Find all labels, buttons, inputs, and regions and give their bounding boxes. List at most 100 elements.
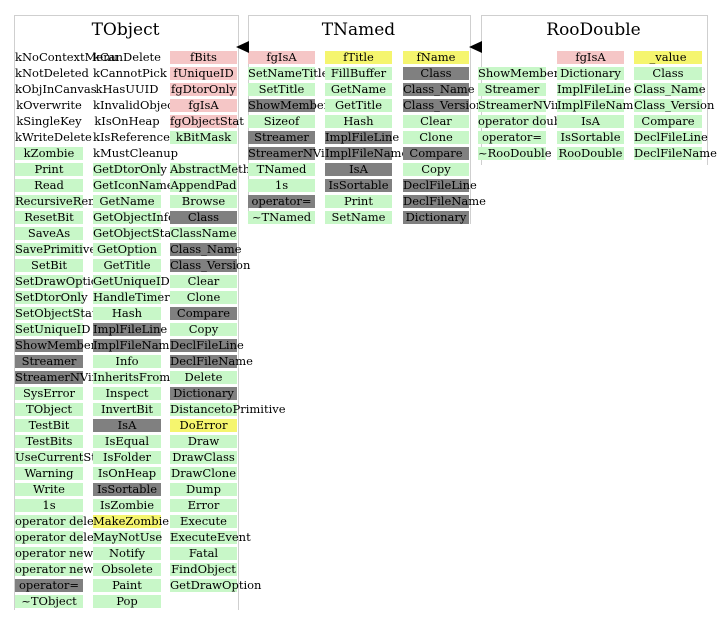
member-cell: Execute [170, 515, 237, 528]
member-cell: Read [15, 179, 83, 192]
member-cell: DeclFileName [170, 354, 253, 368]
member-cell: Streamer [478, 83, 546, 96]
member-cell: DrawClone [170, 466, 237, 480]
member-cell: GetOption [93, 243, 161, 256]
member-cell: InheritsFrom [93, 370, 171, 384]
member-cell: fUniqueID [170, 67, 237, 80]
member-cell: TestBits [15, 435, 83, 448]
member-cell: StreamerNVirtual [478, 98, 583, 112]
member-cell: Dictionary [403, 211, 469, 224]
member-cell: Class_Version [170, 258, 251, 272]
member-cell: operator= [15, 579, 83, 592]
member-cell: ImplFileLine [557, 82, 632, 96]
member-cell: Class [403, 67, 469, 80]
member-cell: GetUniqueID [93, 274, 170, 288]
member-cell: IsA [93, 419, 161, 432]
roodouble-class-title: RooDouble [546, 20, 641, 40]
member-cell: Compare [403, 147, 469, 160]
member-cell: DistancetoPrimitive [170, 402, 286, 416]
member-cell: GetTitle [93, 259, 161, 272]
member-cell: GetIconName [93, 178, 174, 192]
member-cell: TNamed [248, 163, 315, 176]
member-cell: IsSortable [325, 179, 392, 192]
member-cell: Error [170, 499, 237, 512]
member-cell: Compare [170, 307, 237, 320]
member-cell: Dump [170, 483, 237, 496]
member-cell: Class_Name [403, 82, 475, 96]
member-cell: GetTitle [325, 99, 392, 112]
member-cell: kInvalidObject [93, 98, 179, 112]
member-cell [478, 51, 546, 64]
inheritance-arrowhead [469, 41, 482, 53]
member-cell: Hash [93, 307, 161, 320]
member-cell: DeclFileName [403, 194, 486, 208]
member-cell: GetObjectStat [93, 226, 176, 240]
member-cell: DeclFileLine [403, 178, 477, 192]
member-cell: Streamer [15, 355, 83, 368]
member-cell: Class [170, 211, 237, 224]
inheritance-arrowhead [236, 41, 249, 53]
member-cell: ~TNamed [248, 211, 315, 224]
member-cell: UseCurrentStyle [15, 450, 113, 464]
member-cell: IsSortable [557, 131, 624, 144]
member-cell: TestBit [15, 419, 83, 432]
member-cell: operator= [478, 131, 546, 144]
member-cell: SavePrimitive [15, 242, 97, 256]
member-cell: Warning [15, 467, 83, 480]
member-cell: Delete [170, 371, 237, 384]
member-cell: GetDrawOption [170, 578, 262, 592]
member-cell: Sizeof [248, 115, 315, 128]
member-cell: 1s [248, 179, 315, 192]
member-cell: kNoContextMenu [15, 50, 119, 64]
member-cell: Copy [403, 163, 469, 176]
member-cell: DrawClass [170, 451, 237, 464]
member-cell: kSingleKey [16, 114, 82, 128]
member-cell: fgDtorOnly [170, 82, 237, 96]
member-cell: Class_Version [403, 98, 484, 112]
member-cell: SetObjectStat [15, 306, 97, 320]
member-cell: Clone [170, 291, 237, 304]
member-cell: ~TObject [15, 595, 83, 608]
member-cell: Clone [403, 131, 469, 144]
member-cell: Print [15, 163, 83, 176]
member-cell: ImplFileLine [325, 130, 400, 144]
member-cell: Notify [93, 547, 161, 560]
member-cell: kHasUUID [95, 82, 159, 96]
member-cell: Paint [93, 579, 161, 592]
member-cell: IsOnHeap [93, 467, 161, 480]
member-cell: FindObject [170, 562, 237, 576]
member-cell: MayNotUse [93, 530, 163, 544]
member-cell: ClassName [170, 226, 237, 240]
member-cell: ImplFileName [93, 338, 177, 352]
member-cell: GetName [325, 83, 392, 96]
member-cell: Draw [170, 435, 237, 448]
member-cell: SetName [325, 211, 392, 224]
member-cell: Clear [403, 115, 469, 128]
member-cell: operator new [15, 546, 94, 560]
member-cell: Fatal [170, 547, 237, 560]
member-cell: AbstractMethod [170, 162, 265, 176]
member-cell: ResetBit [15, 211, 83, 224]
member-cell: TObject [15, 403, 83, 416]
member-cell: HandleTimer [93, 290, 170, 304]
member-cell: Write [15, 483, 83, 496]
member-cell: kIsReferenced [93, 130, 178, 144]
member-cell: SetDtorOnly [15, 290, 88, 304]
member-cell: Dictionary [170, 387, 237, 400]
tobject-class-box [14, 15, 239, 610]
member-cell: ImplFileLine [93, 322, 168, 336]
member-cell: kOverwrite [16, 98, 82, 112]
member-cell: Class_Name [170, 242, 242, 256]
member-cell: DoError [170, 419, 237, 432]
member-cell: GetObjectInfo [93, 210, 175, 224]
member-cell: IsFolder [93, 451, 161, 464]
member-cell: fgIsA [248, 51, 315, 64]
tnamed-class-title: TNamed [321, 20, 396, 40]
member-cell: StreamerNVirtual [248, 146, 353, 160]
member-cell: ShowMembers [15, 338, 103, 352]
member-cell: Info [93, 355, 161, 368]
member-cell: Dictionary [557, 67, 624, 80]
member-cell: GetName [93, 195, 161, 208]
member-cell: Pop [93, 595, 161, 608]
member-cell: IsEqual [93, 435, 161, 448]
